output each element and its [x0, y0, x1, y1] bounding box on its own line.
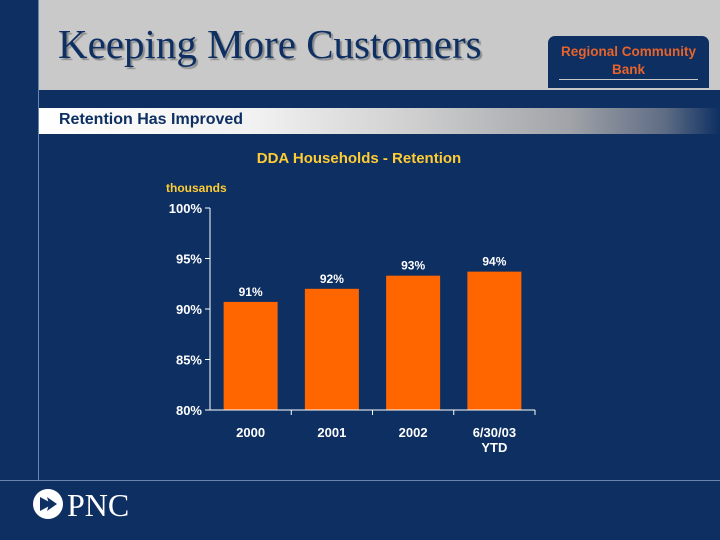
bar	[386, 275, 441, 410]
pnc-logo-wordmark: PNC	[67, 487, 129, 523]
section-subtitle: Retention Has Improved	[59, 111, 244, 128]
y-axis-ticks: 100% 95% 90% 85% 80%	[169, 201, 210, 418]
bar-series: 91% 92% 93% 94%	[223, 255, 522, 410]
x-tick-label: YTD	[481, 440, 507, 455]
y-tick-label: 85%	[176, 353, 202, 368]
y-axis-label: thousands	[166, 181, 227, 195]
footer-divider	[0, 480, 720, 481]
pnc-logo: PNC	[33, 487, 129, 523]
bar-data-label: 94%	[482, 255, 506, 269]
x-tick-label: 6/30/03	[473, 425, 516, 440]
bar-data-label: 91%	[239, 285, 263, 299]
y-tick-label: 95%	[176, 252, 202, 267]
chart-title: DDA Households - Retention	[257, 150, 461, 167]
bar-data-label: 92%	[320, 272, 344, 286]
y-tick-label: 90%	[176, 302, 202, 317]
badge-underline	[559, 79, 698, 80]
page-title: Keeping More Customers	[58, 21, 482, 67]
bar	[467, 271, 522, 410]
subtitle-band: Retention Has Improved	[39, 108, 720, 134]
bar	[304, 288, 359, 410]
regional-community-bank-badge: Regional Community Bank	[548, 36, 709, 88]
retention-bar-chart: DDA Households - Retention thousands 100…	[166, 150, 536, 455]
badge-label: Regional Community Bank	[560, 44, 696, 77]
left-border-strip	[0, 0, 39, 480]
x-tick-label: 2001	[317, 425, 346, 440]
y-tick-label: 80%	[176, 403, 202, 418]
x-tick-label: 2002	[399, 425, 428, 440]
bar	[223, 301, 278, 410]
pnc-logo-mark-icon	[40, 497, 57, 511]
y-tick-label: 100%	[169, 201, 203, 216]
x-tick-label: 2000	[236, 425, 265, 440]
bar-data-label: 93%	[401, 259, 425, 273]
